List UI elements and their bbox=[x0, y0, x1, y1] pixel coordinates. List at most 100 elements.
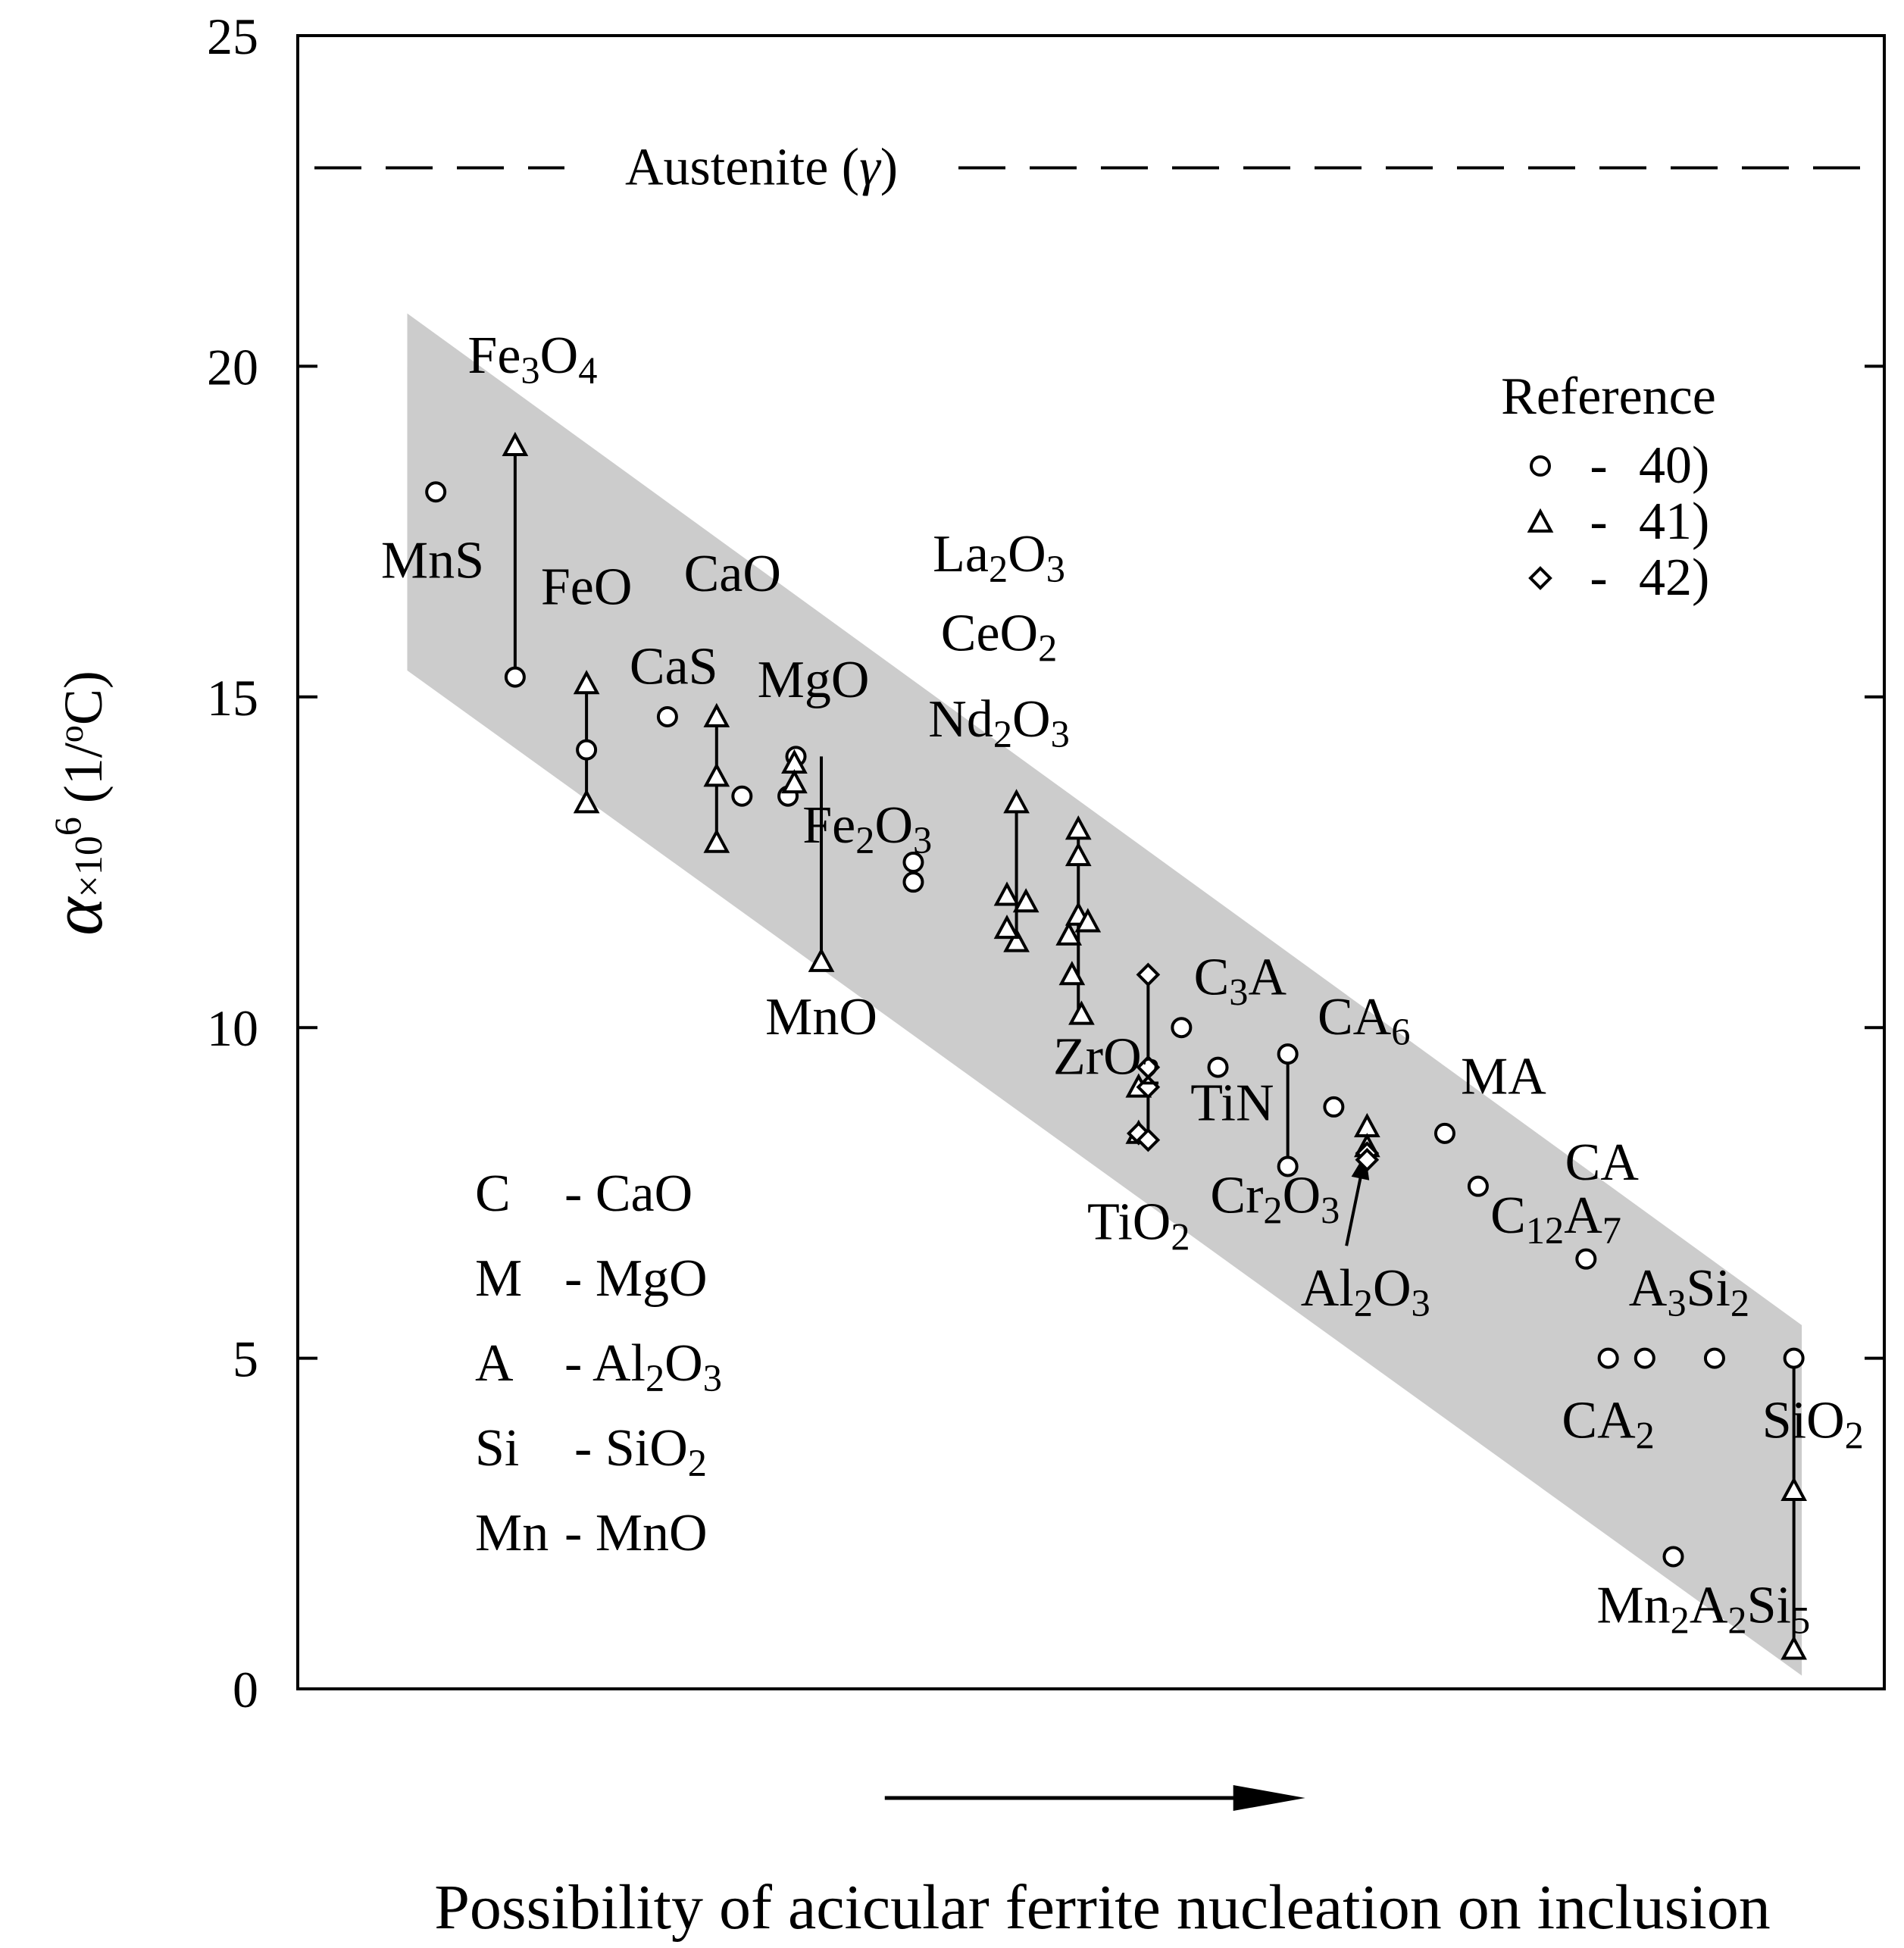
annotation-part: 2 bbox=[1171, 1215, 1190, 1258]
triangle-point-1 bbox=[573, 670, 600, 695]
triangle-point-8 bbox=[808, 947, 835, 972]
y-tick-label: 20 bbox=[207, 338, 258, 396]
band-layer bbox=[407, 313, 1802, 1676]
triangle-point-7 bbox=[781, 769, 808, 794]
annotation-part: 3 bbox=[1051, 713, 1070, 755]
abbr-text: MnO bbox=[596, 1504, 708, 1562]
annotation-part: ZrO bbox=[1053, 1027, 1142, 1086]
circle-point-14 bbox=[1433, 1122, 1455, 1144]
annotation-part: 3 bbox=[1229, 971, 1248, 1014]
annotation-part: TiO bbox=[1087, 1193, 1171, 1251]
annotation-label: Fe3O4 bbox=[467, 327, 597, 392]
abbr-key: M bbox=[475, 1249, 522, 1308]
y-label-times: ×10 bbox=[67, 836, 111, 897]
abbr-text2: O bbox=[664, 1334, 703, 1393]
triangle-point-3 bbox=[703, 702, 730, 727]
annotation-label: CaS bbox=[630, 637, 718, 696]
abbr-text: CaO bbox=[596, 1165, 693, 1223]
legend-dash: - bbox=[1590, 549, 1607, 607]
annotation-label: A3Si2 bbox=[1629, 1259, 1749, 1324]
triangle-point-18 bbox=[1055, 921, 1083, 946]
triangle-point-19 bbox=[1058, 961, 1086, 986]
circle-point-10 bbox=[1207, 1056, 1229, 1078]
circle-point-19 bbox=[1662, 1546, 1684, 1568]
abbr-text: SiO bbox=[605, 1419, 688, 1477]
annotation-part: SiO bbox=[1762, 1391, 1845, 1449]
circle-point-0 bbox=[425, 481, 447, 503]
annotation-label: CA6 bbox=[1318, 988, 1410, 1053]
circle-point-1 bbox=[504, 666, 526, 688]
annotation-part: 2 bbox=[855, 819, 874, 861]
annotation-part: 2 bbox=[1727, 1599, 1746, 1642]
annotation-part: 6 bbox=[1391, 1011, 1410, 1053]
annotation-part: A bbox=[1249, 949, 1287, 1007]
annotation-part: MnO bbox=[765, 988, 877, 1046]
abbr-dash: - bbox=[564, 1334, 592, 1393]
annotation-part: MnS bbox=[381, 532, 484, 590]
annotation-part: CA bbox=[1565, 1133, 1640, 1192]
triangle-point-25 bbox=[1781, 1476, 1807, 1502]
annotation-part: Fe bbox=[467, 327, 521, 385]
triangle-point-26 bbox=[1781, 1635, 1807, 1660]
annotation-part: Si bbox=[1687, 1259, 1730, 1318]
legend-dash: - bbox=[1590, 436, 1607, 495]
annotation-part: 3 bbox=[1321, 1190, 1340, 1232]
abbr-dash: - bbox=[564, 1249, 596, 1308]
annotation-part: C bbox=[1490, 1187, 1526, 1245]
y-label-degree: o bbox=[52, 725, 90, 743]
annotation-label: TiN bbox=[1190, 1074, 1274, 1132]
circle-point-15 bbox=[1467, 1175, 1489, 1197]
triangle-point-2 bbox=[573, 789, 600, 814]
annotation-part: 2 bbox=[1354, 1282, 1373, 1324]
annotation-part: 2 bbox=[1671, 1599, 1690, 1642]
circle-point-2 bbox=[576, 739, 598, 761]
triangle-point-11 bbox=[993, 881, 1021, 906]
abbr-definition: - MgO bbox=[564, 1249, 708, 1308]
abbr-dash: - bbox=[574, 1419, 605, 1477]
annotation-part: C bbox=[1194, 949, 1230, 1007]
annotation-part: 2 bbox=[1730, 1282, 1749, 1324]
triangle-point-20 bbox=[1068, 1000, 1095, 1025]
y-tick-label: 0 bbox=[233, 1661, 258, 1718]
annotation-label: MgO bbox=[758, 651, 870, 709]
legend-diamond-icon bbox=[1528, 566, 1552, 590]
reference-line-layer: Austenite (γ) bbox=[314, 139, 1871, 197]
annotation-part: 12 bbox=[1526, 1209, 1564, 1252]
annotation-label: Al2O3 bbox=[1301, 1259, 1430, 1324]
annotation-part: A bbox=[1690, 1577, 1728, 1635]
annotation-part: 3 bbox=[521, 349, 539, 392]
abbr-text: Al bbox=[592, 1334, 646, 1393]
annotation-label: Mn2A2Si5 bbox=[1596, 1577, 1810, 1642]
abbr-definition: - Al2O3 bbox=[564, 1334, 722, 1399]
y-axis-label: α×106 (1/oC) bbox=[36, 671, 117, 936]
abbr-sub: 2 bbox=[688, 1442, 707, 1484]
annotation-part: 3 bbox=[1046, 548, 1065, 590]
annotation-part: 2 bbox=[993, 713, 1012, 755]
circle-point-4 bbox=[731, 785, 753, 807]
annotation-label: TiO2 bbox=[1087, 1193, 1190, 1258]
abbr-key: Si bbox=[475, 1419, 519, 1477]
legend-layer: Reference - 40)- 41)- 42) bbox=[1501, 367, 1716, 607]
abbr-sub2: 3 bbox=[703, 1357, 722, 1399]
annotation-part: O bbox=[1012, 690, 1051, 749]
diamond-point-6 bbox=[1355, 1147, 1380, 1172]
annotation-label: Cr2O3 bbox=[1210, 1167, 1340, 1232]
annotation-part: 2 bbox=[1038, 627, 1057, 670]
annotation-label: SiO2 bbox=[1762, 1391, 1864, 1456]
annotation-part: 3 bbox=[913, 819, 932, 861]
annotation-label: CaO bbox=[684, 545, 781, 603]
annotation-part: 3 bbox=[1412, 1282, 1430, 1324]
annotation-part: A bbox=[1629, 1259, 1668, 1318]
triangle-point-5 bbox=[703, 828, 730, 853]
annotation-part: 2 bbox=[1636, 1414, 1655, 1456]
diamond-point-0 bbox=[1136, 962, 1161, 987]
y-axis-label-text: α×106 (1/oC) bbox=[36, 671, 117, 936]
diamond-point-2 bbox=[1136, 1074, 1161, 1099]
triangle-point-9 bbox=[1003, 789, 1030, 814]
annotation-label: MnO bbox=[765, 988, 877, 1046]
y-label-exp: 6 bbox=[46, 817, 89, 836]
axis-labels-layer: Possibility of acicular ferrite nucleati… bbox=[36, 671, 1771, 1943]
annotation-part: O bbox=[540, 327, 579, 385]
annotation-part: CA bbox=[1318, 988, 1392, 1046]
